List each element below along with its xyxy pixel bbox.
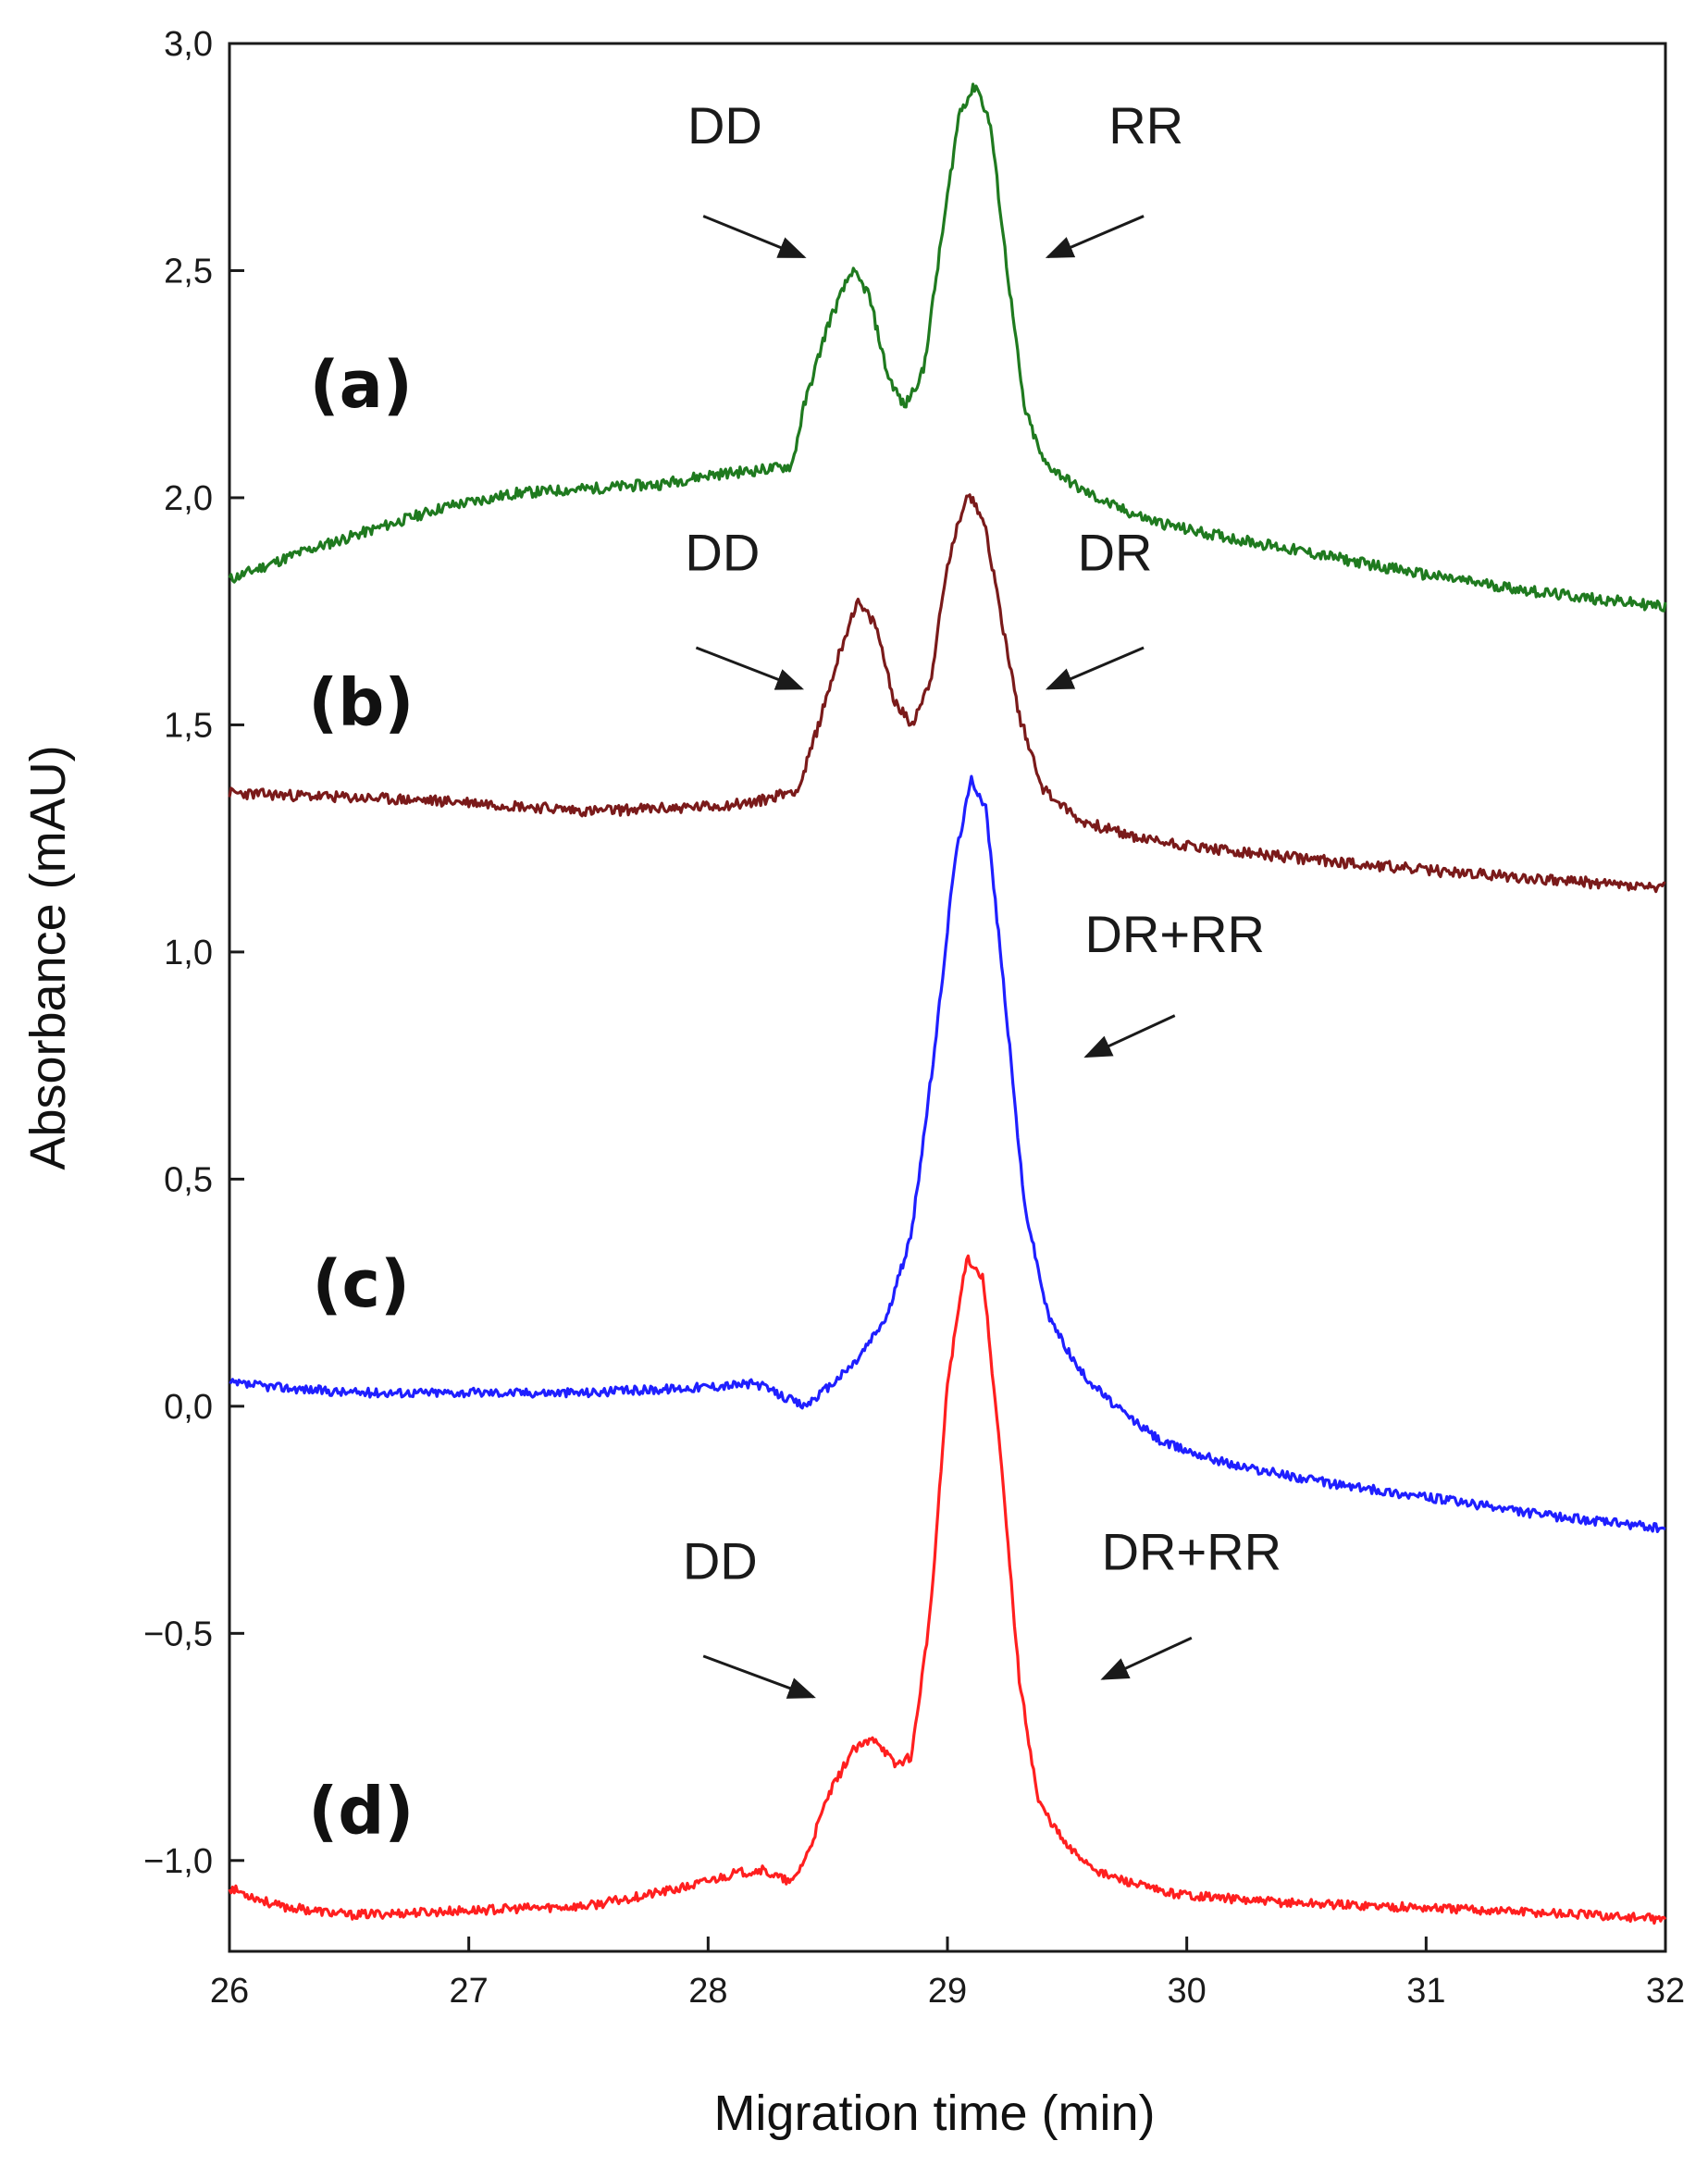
trace-label: (b)	[308, 664, 414, 740]
y-tick-label: 0,0	[164, 1388, 213, 1427]
y-tick-label: 3,0	[164, 25, 213, 64]
y-tick-label: 1,5	[164, 706, 213, 745]
trace-label: (d)	[308, 1773, 414, 1849]
peak-annotation-label: DD	[685, 524, 760, 582]
x-tick-label: 31	[1406, 1972, 1445, 2011]
annotation-arrow	[1083, 1014, 1176, 1058]
peak-annotation-label: DR+RR	[1102, 1523, 1281, 1581]
annotation-arrow	[1045, 215, 1145, 259]
peak-annotation-label: DD	[683, 1531, 758, 1590]
x-tick-label: 28	[688, 1972, 727, 2011]
annotation-arrow	[1100, 1636, 1193, 1680]
trace-label: (a)	[310, 347, 413, 423]
peak-annotation-label: DR+RR	[1084, 905, 1264, 963]
series-line	[228, 1254, 1667, 1925]
x-axis-title: Migration time (min)	[713, 2086, 1155, 2141]
annotation-arrow	[695, 646, 805, 690]
x-tick-label: 29	[928, 1972, 967, 2011]
x-tick-label: 30	[1168, 1972, 1207, 2011]
annotation-arrow	[702, 1654, 816, 1699]
series-line	[228, 493, 1666, 894]
x-tick-label: 32	[1646, 1972, 1685, 2011]
trace-label: (c)	[313, 1246, 410, 1322]
series-line	[228, 82, 1667, 613]
annotation-arrow	[702, 215, 807, 259]
y-tick-label: −0,5	[143, 1615, 213, 1653]
y-tick-label: −1,0	[143, 1842, 213, 1881]
annotation-arrow	[1045, 646, 1145, 690]
x-tick-label: 26	[210, 1972, 249, 2011]
y-tick-label: 2,0	[164, 479, 213, 518]
series-line	[229, 774, 1666, 1533]
peak-annotation-label: DD	[687, 96, 762, 155]
plot-frame	[228, 42, 1667, 1953]
peak-annotation-label: DR	[1078, 524, 1153, 582]
peak-annotation-label: RR	[1108, 96, 1183, 155]
x-tick-label: 27	[450, 1972, 489, 2011]
y-tick-label: 1,0	[164, 934, 213, 972]
y-tick-label: 2,5	[164, 252, 213, 291]
y-axis-title: Absorbance (mAU)	[20, 745, 76, 1170]
y-tick-label: 0,5	[164, 1160, 213, 1199]
